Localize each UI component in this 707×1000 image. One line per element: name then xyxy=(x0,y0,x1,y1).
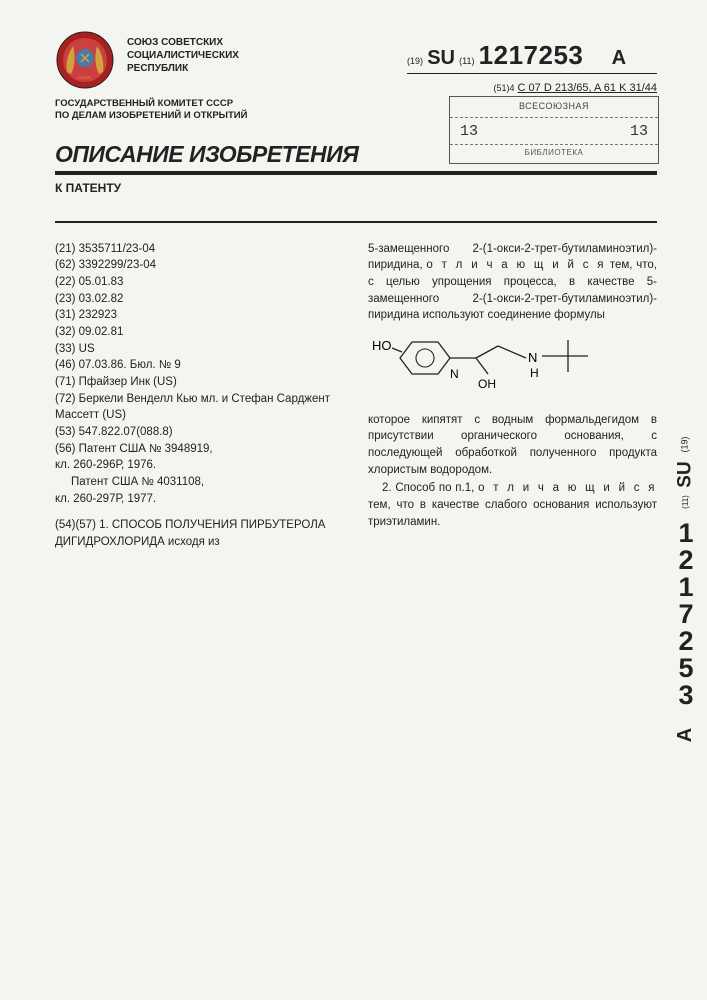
prefix-11: (11) xyxy=(459,56,474,66)
abstract-p1: 5-замещенного 2-(1-окси-2-трет-бутиламин… xyxy=(368,241,657,324)
chemical-formula: HO N OH N H xyxy=(368,330,657,406)
field-53: (53) 547.822.07(088.8) xyxy=(55,424,344,441)
side-prefix11: (11) xyxy=(681,495,689,509)
union-line: СОЮЗ СОВЕТСКИХ xyxy=(127,36,239,49)
label-oh: OH xyxy=(478,377,496,391)
doc-suffix: A xyxy=(612,47,626,69)
field-23: (23) 03.02.82 xyxy=(55,291,344,308)
field-33: (33) US xyxy=(55,341,344,358)
content-columns: (21) 3535711/23-04 (62) 3392299/23-04 (2… xyxy=(55,241,657,551)
stamp-left-num: 13 xyxy=(460,123,478,140)
field-56-2: Патент США № 4031108, xyxy=(55,474,344,491)
prefix-19: (19) xyxy=(407,56,423,66)
stamp-mid: 13 13 xyxy=(450,118,658,145)
title-sub: К ПАТЕНТУ xyxy=(55,181,657,195)
field-56-2b: кл. 260-297Р, 1977. xyxy=(55,491,344,508)
field-62: (62) 3392299/23-04 xyxy=(55,257,344,274)
field-46: (46) 07.03.86. Бюл. № 9 xyxy=(55,357,344,374)
abstract-p3b: тем, что в качестве слабого основания ис… xyxy=(368,499,657,528)
patent-page: СССР СОЮЗ СОВЕТСКИХ СОЦИАЛИСТИЧЕСКИХ РЕС… xyxy=(0,0,707,1000)
side-publication-label: (19) SU (11) 1217253 A xyxy=(672,440,699,745)
side-prefix19: (19) xyxy=(681,436,690,452)
field-32: (32) 09.02.81 xyxy=(55,324,344,341)
stamp-bottom: БИБЛИОТЕКА xyxy=(450,145,658,163)
abstract-p2: которое кипятят с водным формальдегидом … xyxy=(368,412,657,479)
label-ho: HO xyxy=(372,338,392,353)
horizontal-rule xyxy=(55,221,657,223)
library-stamp: ВСЕСОЮЗНАЯ 13 13 БИБЛИОТЕКА xyxy=(449,96,659,164)
underline xyxy=(407,73,657,74)
union-line: СОЦИАЛИСТИЧЕСКИХ xyxy=(127,49,239,62)
abstract-p3a: 2. Способ по п.1, xyxy=(382,482,478,494)
country-code: SU xyxy=(427,47,455,69)
abstract-p1-spaced: о т л и ч а ю щ и й с я xyxy=(426,259,606,271)
side-a: A xyxy=(675,728,695,742)
publication-number: (19) SU (11) 1217253 A xyxy=(407,40,657,74)
class-codes: C 07 D 213/65, A 61 K 31/44 xyxy=(518,82,657,94)
left-column: (21) 3535711/23-04 (62) 3392299/23-04 (2… xyxy=(55,241,344,551)
field-21: (21) 3535711/23-04 xyxy=(55,241,344,258)
label-h: H xyxy=(530,366,539,380)
stamp-top: ВСЕСОЮЗНАЯ xyxy=(450,97,658,118)
field-31: (31) 232923 xyxy=(55,307,344,324)
ussr-emblem-icon: СССР xyxy=(55,30,115,90)
side-number: 1217253 xyxy=(672,518,699,707)
field-54: (54)(57) 1. СПОСОБ ПОЛУЧЕНИЯ ПИРБУТЕРОЛА… xyxy=(55,517,344,550)
title-main: ОПИСАНИЕ ИЗОБРЕТЕНИЯ xyxy=(55,141,358,168)
union-line: РЕСПУБЛИК xyxy=(127,62,239,75)
field-56-1b: кл. 260-296Р, 1976. xyxy=(55,457,344,474)
field-71: (71) Пфайзер Инк (US) xyxy=(55,374,344,391)
field-72: (72) Беркели Венделл Кью мл. и Стефан Са… xyxy=(55,391,344,424)
doc-number: 1217253 xyxy=(479,40,584,70)
label-n1: N xyxy=(450,367,459,381)
title-underline xyxy=(55,171,657,175)
field-56-1: (56) Патент США № 3948919, xyxy=(55,441,344,458)
field-22: (22) 05.01.83 xyxy=(55,274,344,291)
right-column: 5-замещенного 2-(1-окси-2-трет-бутиламин… xyxy=(368,241,657,551)
stamp-right-num: 13 xyxy=(630,123,648,140)
abstract-p3-spaced: о т л и ч а ю щ и й с я xyxy=(478,482,657,494)
class-prefix: (51)4 xyxy=(493,83,514,93)
svg-text:СССР: СССР xyxy=(79,75,91,80)
union-name: СОЮЗ СОВЕТСКИХ СОЦИАЛИСТИЧЕСКИХ РЕСПУБЛИ… xyxy=(127,30,239,75)
abstract-p3: 2. Способ по п.1, о т л и ч а ю щ и й с … xyxy=(368,480,657,530)
classification: (51)4 C 07 D 213/65, A 61 K 31/44 xyxy=(493,82,657,94)
side-su: SU xyxy=(676,461,695,487)
label-n2: N xyxy=(528,350,537,365)
